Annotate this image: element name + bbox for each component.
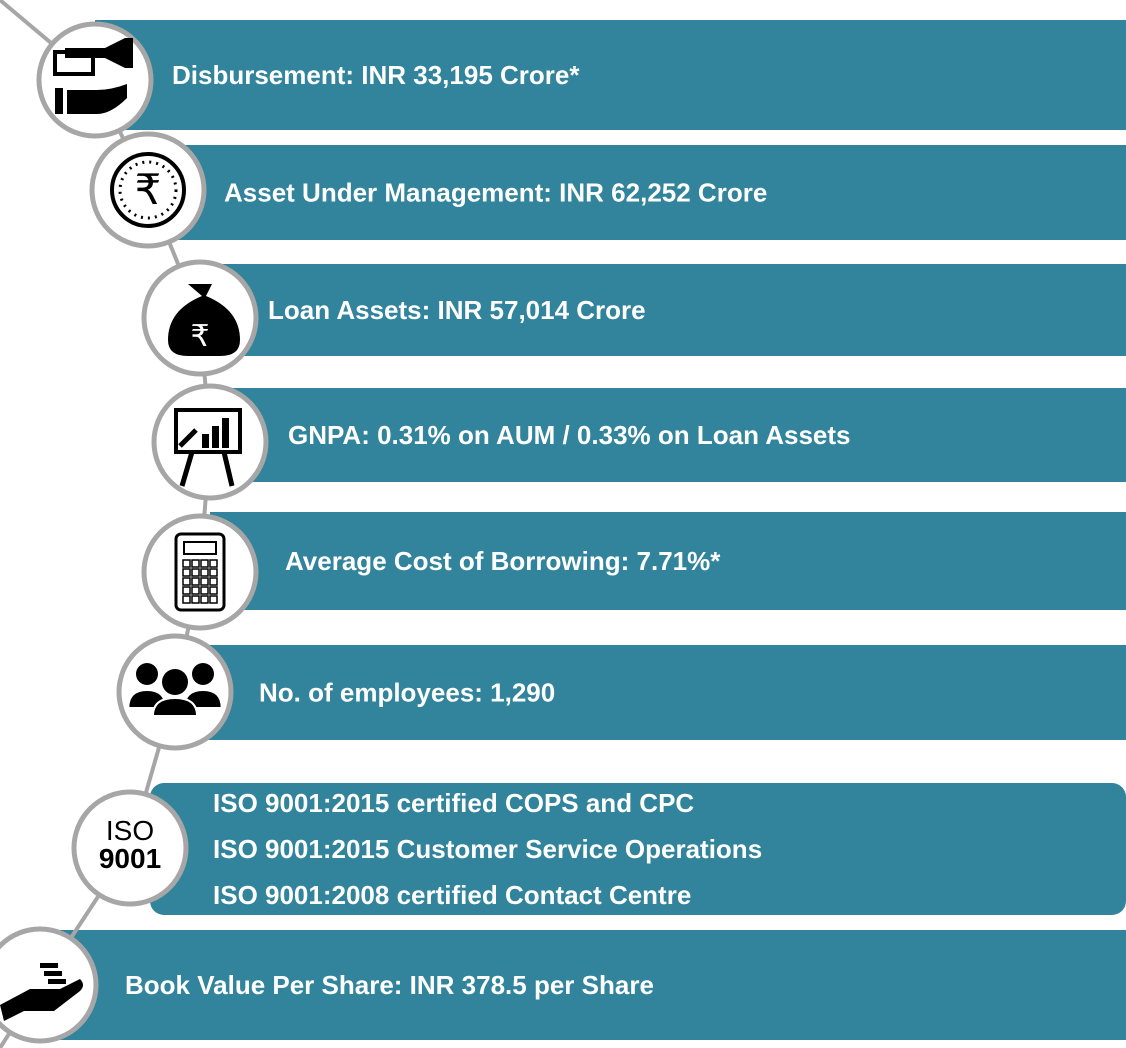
- icon-part: [200, 559, 209, 568]
- icon-part: [110, 152, 186, 228]
- icon-part: [174, 532, 226, 612]
- info-bar: [150, 783, 1126, 915]
- icon-part: [191, 559, 200, 568]
- icon: [53, 38, 133, 114]
- icon: ₹: [110, 152, 186, 228]
- icon-part: [200, 568, 209, 577]
- icon-part: [209, 559, 218, 568]
- icon-part: [202, 434, 209, 448]
- icon-part: [182, 559, 191, 568]
- icon-part: [174, 408, 242, 454]
- icon-text: 9001: [99, 843, 161, 874]
- info-text: Average Cost of Borrowing: 7.71%*: [285, 546, 721, 576]
- icon-part: [192, 663, 214, 685]
- info-text: No. of employees: 1,290: [259, 677, 555, 707]
- icon-text: ISO: [106, 815, 154, 846]
- icon-part: [151, 696, 199, 717]
- info-text: Book Value Per Share: INR 378.5 per Shar…: [125, 970, 654, 1000]
- icon-part: [162, 669, 188, 695]
- info-bar: [95, 20, 1126, 130]
- info-bar: [60, 930, 1126, 1040]
- icon: [0, 963, 83, 1021]
- info-text: ISO 9001:2015 Customer Service Operation…: [213, 834, 762, 864]
- info-text: Asset Under Management: INR 62,252 Crore: [224, 177, 767, 207]
- icon-part: [200, 586, 209, 595]
- icon-part: [168, 284, 240, 356]
- icon-part: [183, 541, 217, 555]
- icon-circle: [36, 21, 154, 139]
- icon-text: ₹: [190, 320, 209, 353]
- icon-circle: [0, 926, 99, 1044]
- icon-part: [40, 963, 58, 968]
- info-bar: [200, 264, 1126, 356]
- icon-text: ₹: [135, 166, 162, 213]
- icon-part: [209, 586, 218, 595]
- icon-part: [182, 577, 191, 586]
- info-bar: [145, 145, 1126, 240]
- icon-part: [182, 568, 191, 577]
- icon: [174, 408, 242, 487]
- icon-part: [191, 577, 200, 586]
- icon-circle: [71, 789, 189, 907]
- icon-part: [44, 971, 62, 976]
- icon-part: [182, 595, 191, 604]
- icon: [127, 663, 223, 717]
- icon-part: [200, 577, 209, 586]
- info-text: Loan Assets: INR 57,014 Crore: [268, 295, 646, 325]
- connector: [0, 0, 213, 1048]
- info-bar: [175, 645, 1126, 740]
- info-text: Disbursement: INR 33,195 Crore*: [172, 60, 580, 90]
- icon: ₹: [168, 284, 240, 356]
- icon-part: [191, 595, 200, 604]
- info-text: GNPA: 0.31% on AUM / 0.33% on Loan Asset…: [288, 420, 851, 450]
- icon: [174, 532, 226, 612]
- info-bar: [215, 388, 1126, 482]
- icon-part: [65, 38, 133, 68]
- icon-part: [222, 418, 229, 448]
- icon-part: [209, 595, 218, 604]
- icon-part: [209, 577, 218, 586]
- icon-part: [118, 160, 178, 220]
- icon-part: [200, 595, 209, 604]
- info-bar: [210, 512, 1126, 610]
- icon-part: [48, 979, 66, 984]
- icon-circle: [89, 131, 207, 249]
- icon-part: [191, 586, 200, 595]
- icon-part: [136, 663, 158, 685]
- icon-part: [182, 586, 191, 595]
- icon-part: [178, 428, 235, 487]
- icon-part: [0, 979, 83, 1021]
- icon-part: [55, 84, 127, 114]
- icon-part: [191, 568, 200, 577]
- icon-part: [209, 568, 218, 577]
- icon-circle: [151, 383, 269, 501]
- info-text: ISO 9001:2008 certified Contact Centre: [213, 880, 691, 910]
- icon-part: [212, 426, 219, 448]
- icon-circle: [141, 513, 259, 631]
- info-text: ISO 9001:2015 certified COPS and CPC: [213, 788, 694, 818]
